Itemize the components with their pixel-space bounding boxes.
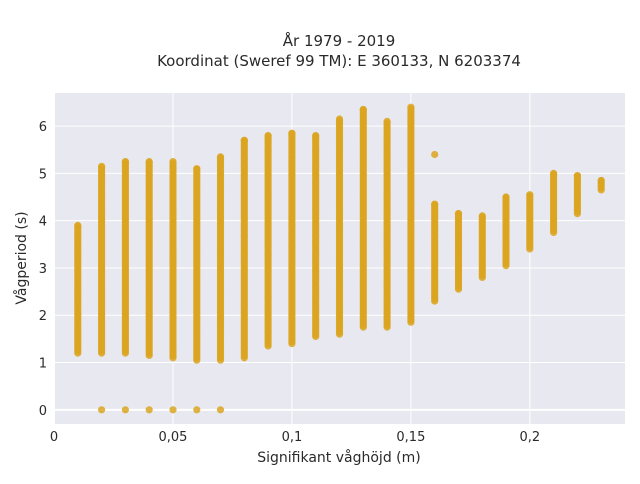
- data-point: [169, 158, 177, 166]
- data-point: [193, 406, 201, 414]
- x-tick-label: 0: [50, 430, 58, 445]
- x-tick-label: 0,05: [158, 430, 187, 445]
- x-tick-label: 0,15: [396, 430, 425, 445]
- x-axis-label: Signifikant våghöjd (m): [257, 449, 420, 466]
- data-point: [145, 158, 153, 166]
- data-point: [502, 193, 510, 201]
- data-point: [431, 150, 439, 159]
- data-point: [573, 172, 582, 180]
- data-point: [550, 169, 558, 177]
- data-points: [74, 103, 605, 414]
- y-axis-ticks: 0 1 2 3 4 5 6: [39, 120, 47, 419]
- y-axis-label: Vågperiod (s): [13, 211, 30, 304]
- data-point: [288, 129, 296, 137]
- data-point: [335, 115, 344, 123]
- data-point: [98, 162, 106, 170]
- y-tick-label: 1: [39, 357, 47, 372]
- data-point: [597, 176, 605, 185]
- x-tick-label: 0,2: [519, 430, 540, 445]
- data-point: [264, 132, 272, 140]
- data-point: [454, 210, 463, 218]
- y-tick-label: 3: [39, 262, 47, 277]
- x-axis-ticks: 0 0,05 0,1 0,15 0,2: [50, 430, 540, 445]
- y-tick-label: 4: [39, 215, 47, 230]
- data-point: [383, 117, 391, 125]
- data-point: [312, 132, 320, 140]
- data-point: [121, 406, 129, 414]
- data-point: [74, 221, 82, 229]
- data-point: [98, 406, 106, 414]
- data-point: [478, 212, 486, 220]
- y-tick-label: 6: [39, 120, 47, 135]
- y-tick-label: 2: [39, 309, 47, 324]
- data-point: [526, 191, 534, 199]
- data-point: [169, 406, 177, 414]
- chart-title-line2: Koordinat (Sweref 99 TM): E 360133, N 62…: [157, 52, 521, 70]
- data-point: [240, 136, 248, 144]
- data-point: [216, 153, 225, 161]
- data-point: [145, 406, 153, 414]
- data-point: [193, 165, 201, 173]
- data-point: [431, 200, 439, 208]
- y-tick-label: 0: [39, 404, 47, 419]
- data-point: [121, 158, 129, 166]
- data-point: [359, 106, 367, 114]
- y-tick-label: 5: [39, 167, 47, 182]
- data-point: [407, 103, 415, 111]
- data-point: [216, 406, 225, 414]
- x-tick-label: 0,1: [282, 430, 303, 445]
- chart-title-line1: År 1979 - 2019: [283, 31, 396, 50]
